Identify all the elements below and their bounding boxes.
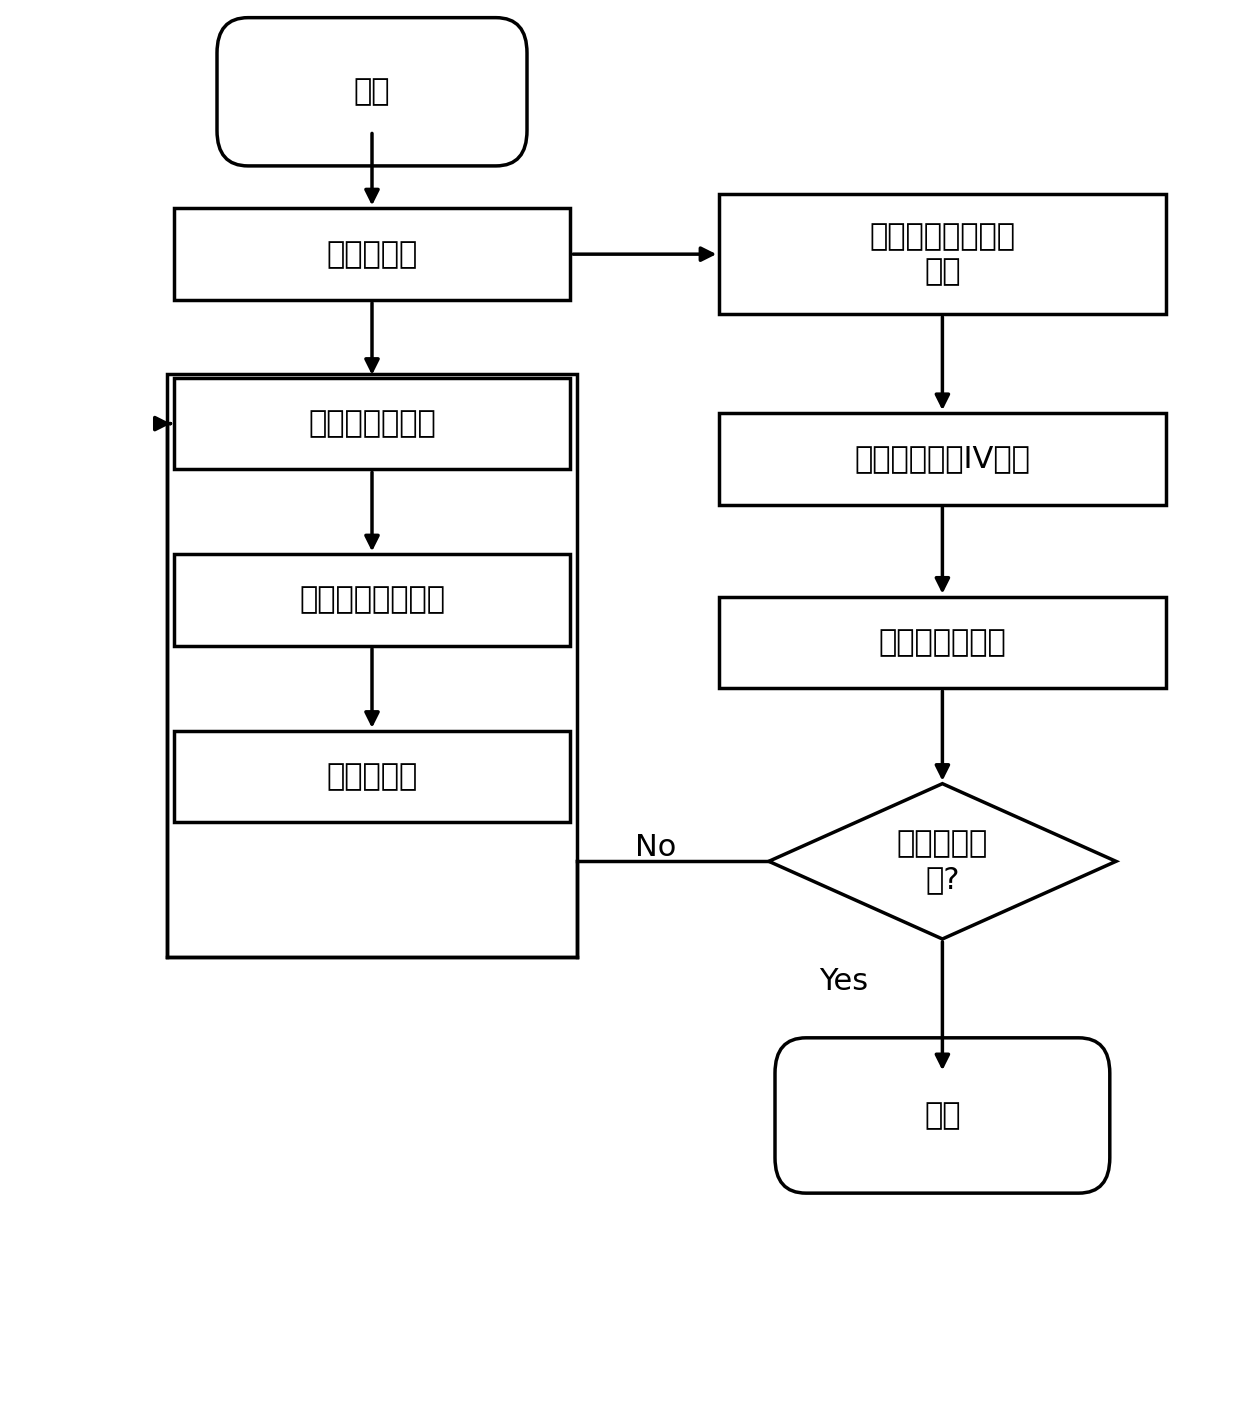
Bar — [719, 195, 1166, 315]
Text: 开始: 开始 — [353, 78, 391, 106]
Bar — [174, 377, 570, 469]
Bar — [174, 208, 570, 299]
Bar — [174, 554, 570, 647]
FancyBboxPatch shape — [775, 1038, 1110, 1193]
Text: 计算下一时刻组件
温度: 计算下一时刻组件 温度 — [869, 222, 1016, 287]
Text: No: No — [635, 833, 676, 861]
Bar — [719, 596, 1166, 688]
Text: 输入热模型变量: 输入热模型变量 — [308, 409, 436, 438]
Text: 结束: 结束 — [924, 1101, 961, 1130]
Text: 热模型参数: 热模型参数 — [326, 240, 418, 268]
Text: 计算组件发电量: 计算组件发电量 — [878, 628, 1007, 657]
Polygon shape — [769, 784, 1116, 939]
Text: 计算热辐射: 计算热辐射 — [326, 762, 418, 791]
FancyBboxPatch shape — [217, 17, 527, 165]
Text: 组件模型仿真IV曲线: 组件模型仿真IV曲线 — [854, 445, 1030, 473]
Text: Yes: Yes — [818, 967, 868, 997]
Text: 最后一个时
刻?: 最后一个时 刻? — [897, 829, 988, 894]
Bar — [167, 374, 577, 957]
Bar — [174, 731, 570, 822]
Text: 计算对流换热系数: 计算对流换热系数 — [299, 586, 445, 614]
Bar — [719, 412, 1166, 504]
